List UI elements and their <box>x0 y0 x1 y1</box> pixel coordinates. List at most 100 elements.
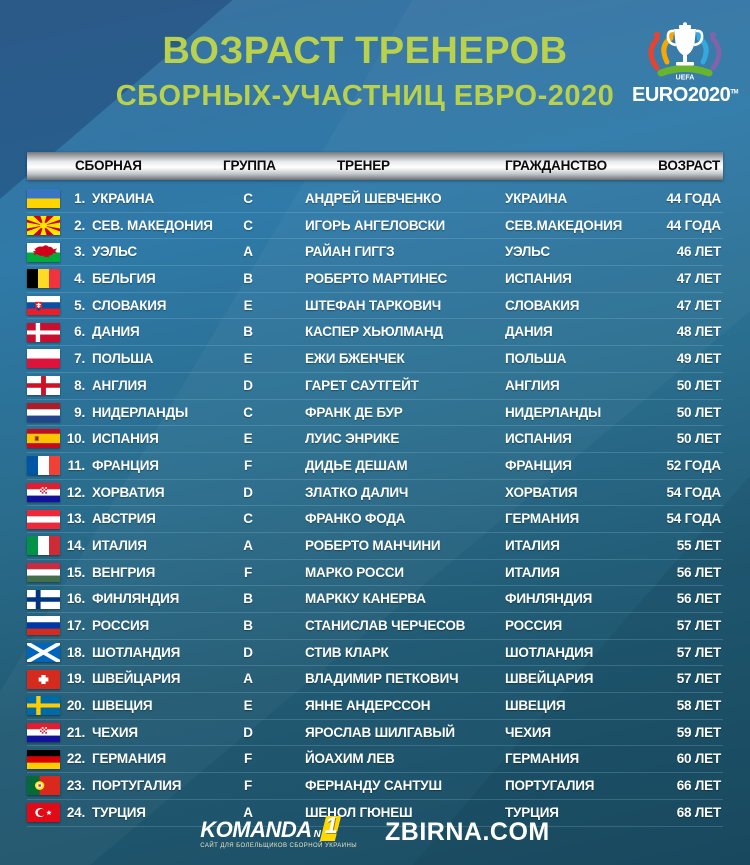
row-number: 16. <box>66 591 85 607</box>
team-name: ШВЕЦИЯ <box>92 698 153 714</box>
group-letter: F <box>243 778 253 794</box>
komanda-one: 1 <box>325 812 338 838</box>
table-row: 1. УКРАИНА C АНДРЕЙ ШЕВЧЕНКО УКРАИНА 44 … <box>27 186 723 213</box>
coach-name: ШТЕФАН ТАРКОВИЧ <box>305 297 442 313</box>
column-header-age: ВОЗРАСТ <box>658 158 720 173</box>
komanda-logo: KOMANDA N 1 САЙТ ДЛЯ БОЛЕЛЬЩИКОВ СБОРНОЙ У… <box>200 812 358 849</box>
group-letter: A <box>243 537 253 553</box>
coach-name: ИГОРЬ АНГЕЛОВСКИ <box>305 217 445 233</box>
age-value: 50 ЛЕТ <box>676 377 721 393</box>
coach-name: МАРКО РОССИ <box>305 564 404 580</box>
euro-word: EURO <box>632 84 688 106</box>
table-row: 20. ШВЕЦИЯ E ЯННЕ АНДЕРССОН ШВЕЦИЯ 58 ЛЕ… <box>27 693 723 720</box>
citizenship: ТУРЦИЯ <box>505 804 559 820</box>
column-header-group: ГРУППА <box>223 158 276 173</box>
euro2020-wordmark: EURO2020TM <box>626 84 744 107</box>
team-name: ПОЛЬША <box>92 351 154 367</box>
row-number: 10. <box>66 431 85 447</box>
citizenship: ГЕРМАНИЯ <box>505 751 580 767</box>
row-number: 19. <box>66 671 85 687</box>
table-row: 16. ФИНЛЯНДИЯ B МАРККУ КАНЕРВА ФИНЛЯНДИЯ… <box>27 586 723 613</box>
age-value: 57 ЛЕТ <box>676 671 721 687</box>
coach-name: ГАРЕТ САУТГЕЙТ <box>305 377 419 393</box>
team-name: ГЕРМАНИЯ <box>92 751 167 767</box>
citizenship: ИТАЛИЯ <box>505 537 560 553</box>
row-number: 9. <box>74 404 85 420</box>
row-number: 17. <box>66 618 85 633</box>
table-row: 3. УЭЛЬС A РАЙАН ГИГГЗ УЭЛЬС 46 ЛЕТ <box>27 239 723 267</box>
citizenship: ДАНИЯ <box>505 324 553 340</box>
group-letter: F <box>243 564 253 580</box>
coach-name: ЗЛАТКО ДАЛИЧ <box>305 484 409 500</box>
turkey-flag-icon <box>27 803 60 823</box>
citizenship: ИТАЛИЯ <box>505 564 560 580</box>
team-name: ЧЕХИЯ <box>92 724 138 740</box>
citizenship: СЛОВАКИЯ <box>505 297 580 313</box>
sweden-flag-icon <box>27 696 60 716</box>
row-number: 1. <box>74 191 85 206</box>
row-number: 14. <box>66 537 85 553</box>
site-url: ZBIRNA.COM <box>385 818 550 846</box>
group-letter: D <box>243 484 253 500</box>
slovakia-flag-icon <box>27 296 60 316</box>
citizenship: ЧЕХИЯ <box>505 724 551 740</box>
coach-name: ЯРОСЛАВ ШИЛГАВЫЙ <box>305 724 455 740</box>
row-number: 15. <box>66 564 85 580</box>
coach-name: РАЙАН ГИГГЗ <box>305 244 395 260</box>
age-value: 66 ЛЕТ <box>676 778 721 794</box>
row-number: 22. <box>66 751 85 767</box>
uefa-label: UEFA <box>676 75 695 82</box>
table-row: 5. СЛОВАКИЯ E ШТЕФАН ТАРКОВИЧ СЛОВАКИЯ 4… <box>27 293 723 320</box>
coach-name: ЙОАХИМ ЛЕВ <box>305 751 395 767</box>
table-row: 13. АВСТРИЯ C ФРАНКО ФОДА ГЕРМАНИЯ 54 ГО… <box>27 506 723 533</box>
coach-name: РОБЕРТО МАНЧИНИ <box>305 537 441 553</box>
team-name: АВСТРИЯ <box>92 511 156 527</box>
group-letter: E <box>243 297 253 313</box>
netherlands-flag-icon <box>27 402 60 422</box>
team-name: НИДЕРЛАНДЫ <box>92 404 189 420</box>
group-letter: C <box>243 217 253 233</box>
table-row: 18. ШОТЛАНДИЯ D СТИВ КЛАРК ШОТЛАНДИЯ 57 … <box>27 640 723 667</box>
citizenship: УЭЛЬС <box>505 244 550 260</box>
citizenship: ГЕРМАНИЯ <box>505 511 580 527</box>
trophy-icon: UEFA <box>648 22 722 82</box>
row-number: 4. <box>74 271 85 287</box>
row-number: 5. <box>74 297 85 313</box>
komanda-one-badge: 1 <box>320 812 342 841</box>
table-row: 11. ФРАНЦИЯ F ДИДЬЕ ДЕШАМ ФРАНЦИЯ 52 ГОД… <box>27 453 723 480</box>
trademark-symbol: TM <box>730 89 738 96</box>
table-row: 7. ПОЛЬША E ЕЖИ БЖЕНЧЕК ПОЛЬША 49 ЛЕТ <box>27 346 723 373</box>
coach-name: ФРАНК ДЕ БУР <box>305 404 403 420</box>
coach-name: ДИДЬЕ ДЕШАМ <box>305 457 408 473</box>
age-value: 56 ЛЕТ <box>676 564 721 580</box>
age-value: 54 ГОДА <box>666 511 721 527</box>
denmark-flag-icon <box>27 322 60 342</box>
team-name: РОССИЯ <box>92 618 150 633</box>
group-letter: C <box>243 404 253 420</box>
group-letter: D <box>243 644 253 660</box>
russia-flag-icon <box>27 616 60 636</box>
table-row: 24. ТУРЦИЯ A ШЕНОЛ ГЮНЕШ ТУРЦИЯ 68 ЛЕТ <box>27 800 723 827</box>
age-value: 59 ЛЕТ <box>676 724 721 740</box>
group-letter: B <box>243 591 253 607</box>
citizenship: ФИНЛЯНДИЯ <box>505 591 593 607</box>
croatia-flag-icon <box>27 482 60 502</box>
footer: KOMANDA N 1 САЙТ ДЛЯ БОЛЕЛЬЩИКОВ СБОРНОЙ У… <box>0 812 750 849</box>
finland-flag-icon <box>27 589 60 609</box>
citizenship: ХОРВАТИЯ <box>505 484 578 500</box>
table-row: 17. РОССИЯ B СТАНИСЛАВ ЧЕРЧЕСОВ РОССИЯ 5… <box>27 613 723 640</box>
row-number: 7. <box>74 351 85 367</box>
column-header-citizenship: ГРАЖДАНСТВО <box>505 158 607 173</box>
poland-flag-icon <box>27 349 60 369</box>
komanda-tagline: САЙТ ДЛЯ БОЛЕЛЬЩИКОВ СБОРНОЙ УКРАИНЫ <box>200 843 358 849</box>
citizenship: ШВЕЙЦАРИЯ <box>505 671 594 687</box>
team-name: БЕЛЬГИЯ <box>92 271 156 287</box>
citizenship: ИСПАНИЯ <box>505 431 572 447</box>
komanda-n: N <box>313 829 321 840</box>
coach-name: ФРАНКО ФОДА <box>305 511 406 527</box>
coach-name: СТАНИСЛАВ ЧЕРЧЕСОВ <box>305 618 466 633</box>
team-name: УЭЛЬС <box>92 244 137 260</box>
age-value: 60 ЛЕТ <box>676 751 721 767</box>
row-number: 8. <box>74 377 85 393</box>
coach-name: АНДРЕЙ ШЕВЧЕНКО <box>305 191 442 206</box>
